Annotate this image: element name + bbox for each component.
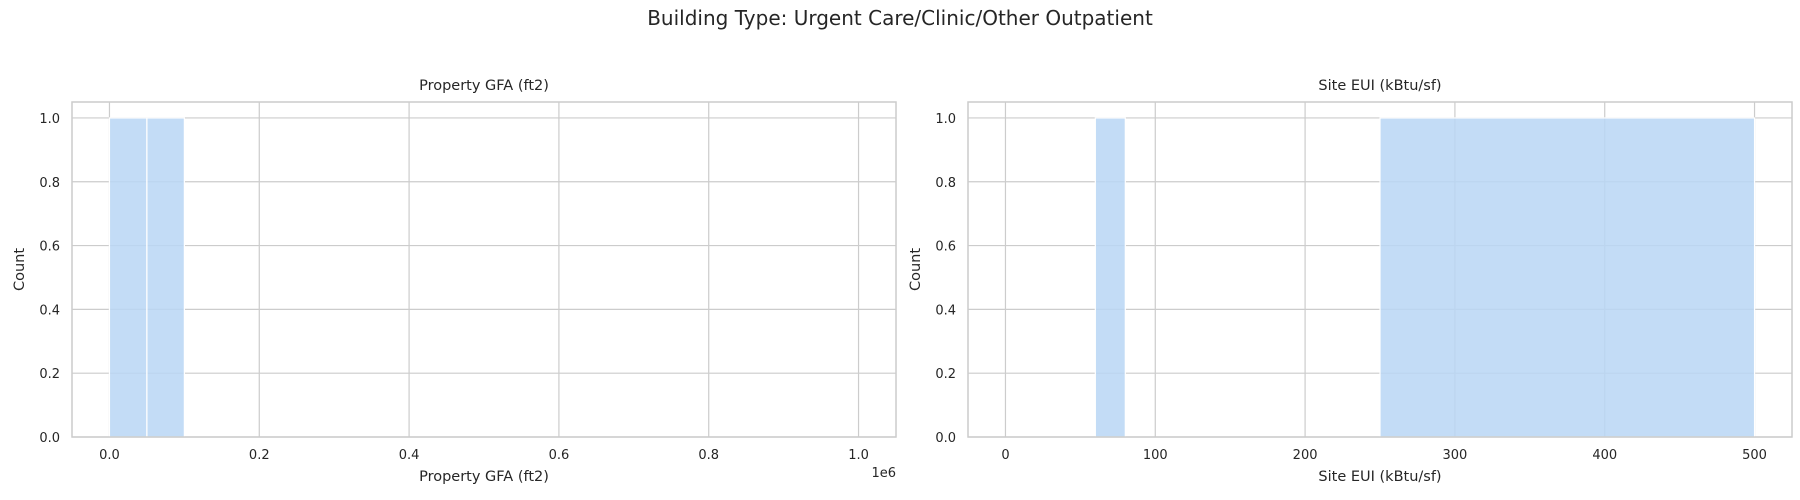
y-tick-label-property-gfa: 0.0: [39, 431, 60, 446]
plot-frame-property-gfa: [71, 101, 897, 438]
x-axis-offset-label-property-gfa: 1e6: [871, 466, 896, 481]
x-tick-label-property-gfa: 0.4: [399, 448, 420, 463]
y-tick-label-property-gfa: 0.6: [39, 240, 60, 255]
histogram-bar-property-gfa: [108, 117, 148, 438]
y-tick-label-property-gfa: 0.8: [39, 176, 60, 191]
x-tick-label-property-gfa: 0.8: [698, 448, 719, 463]
x-axis-label-site-eui: Site EUI (kBtu/sf): [1318, 469, 1441, 485]
x-tick-label-site-eui: 0: [1001, 448, 1009, 463]
y-tick-label-site-eui: 0.4: [935, 303, 956, 318]
x-tick-label-site-eui: 200: [1293, 448, 1318, 463]
y-tick-label-site-eui: 1.0: [935, 112, 956, 127]
histogram-bar-site-eui: [1094, 117, 1126, 438]
histogram-site-eui: Site EUI (kBtu/sf) Site EUI (kBtu/sf) Co…: [908, 78, 1793, 485]
x-tick-label-property-gfa: 1.0: [848, 448, 869, 463]
x-tick-label-site-eui: 100: [1143, 448, 1168, 463]
plot-frame-site-eui: [967, 101, 1793, 438]
y-tick-label-property-gfa: 1.0: [39, 112, 60, 127]
x-tick-label-property-gfa: 0.6: [549, 448, 570, 463]
x-tick-label-property-gfa: 0.2: [249, 448, 270, 463]
histogram-bar-site-eui: [1379, 117, 1756, 438]
y-tick-label-property-gfa: 0.4: [39, 303, 60, 318]
panel-title-site-eui: Site EUI (kBtu/sf): [1318, 78, 1441, 94]
y-tick-label-site-eui: 0.8: [935, 176, 956, 191]
y-axis-label-property-gfa: Count: [12, 248, 28, 291]
y-tick-label-property-gfa: 0.2: [39, 367, 60, 382]
y-tick-label-site-eui: 0.2: [935, 367, 956, 382]
x-axis-label-property-gfa: Property GFA (ft2): [419, 469, 549, 485]
x-tick-label-site-eui: 500: [1742, 448, 1767, 463]
histogram-bar-property-gfa: [146, 117, 185, 438]
x-tick-label-site-eui: 400: [1592, 448, 1617, 463]
x-tick-label-property-gfa: 0.0: [99, 448, 120, 463]
x-tick-label-site-eui: 300: [1442, 448, 1467, 463]
panel-title-property-gfa: Property GFA (ft2): [419, 78, 549, 94]
y-tick-label-site-eui: 0.0: [935, 431, 956, 446]
figure-title: Building Type: Urgent Care/Clinic/Other …: [647, 6, 1153, 30]
y-tick-label-site-eui: 0.6: [935, 240, 956, 255]
y-axis-label-site-eui: Count: [908, 248, 924, 291]
histogram-property-gfa: Property GFA (ft2) Property GFA (ft2) Co…: [12, 78, 897, 485]
